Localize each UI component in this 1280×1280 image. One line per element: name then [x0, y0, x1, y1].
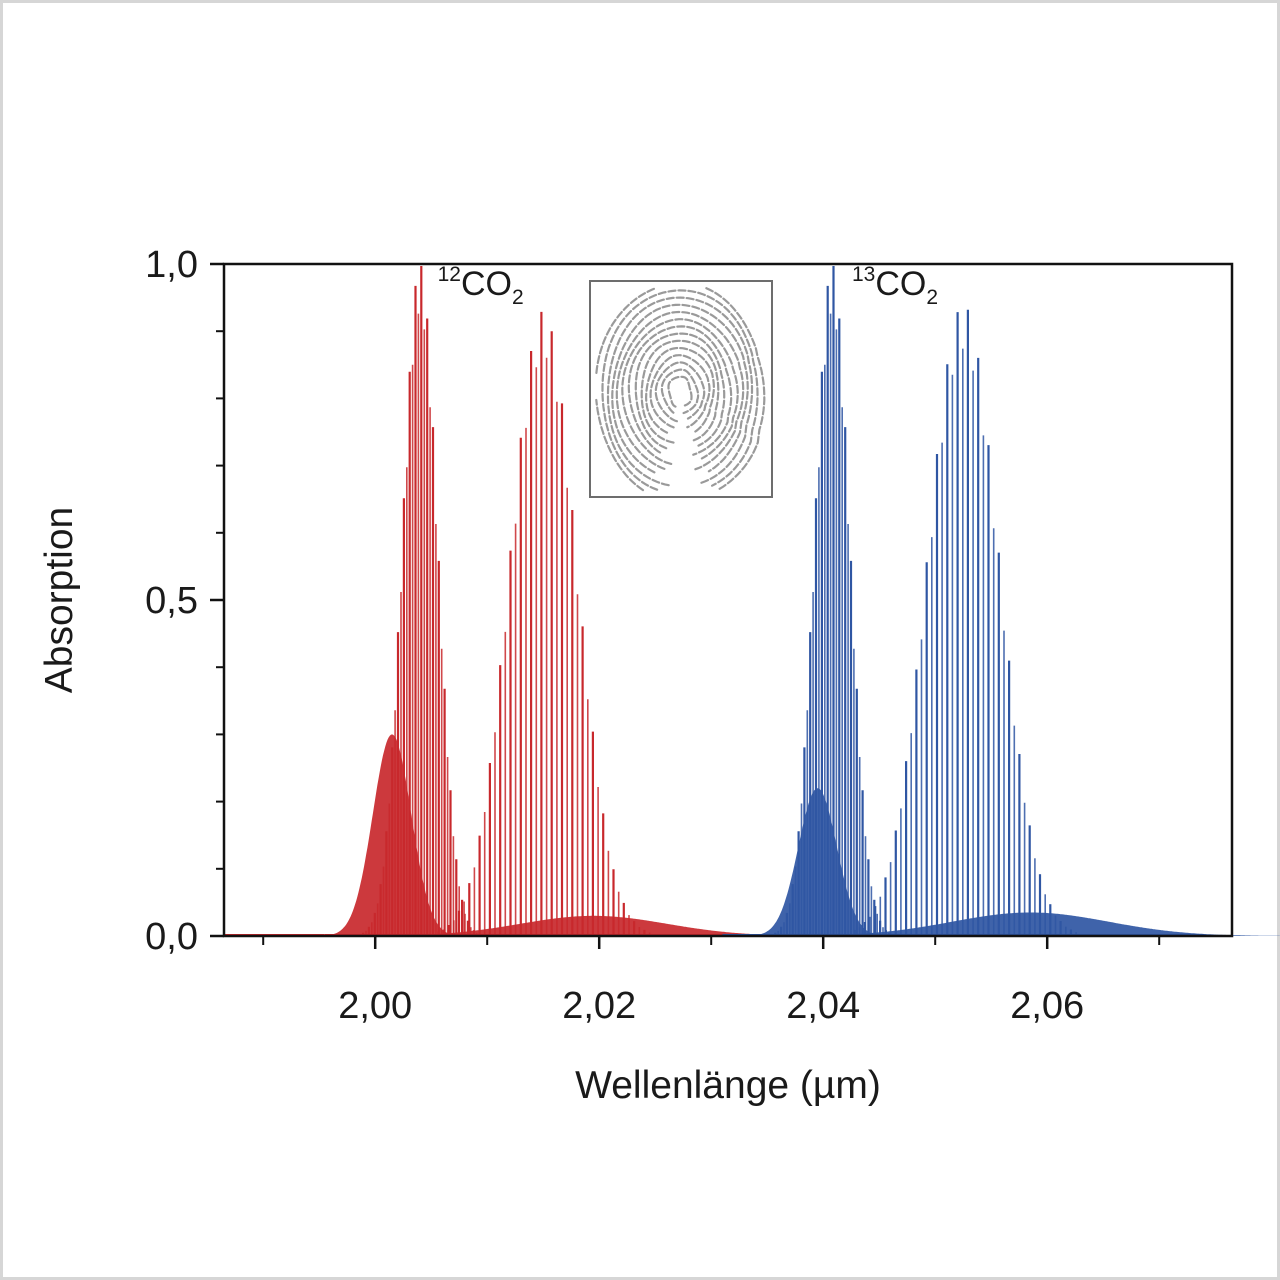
- x-tick-label: 2,04: [786, 985, 860, 1027]
- fingerprint-ridge: [611, 303, 749, 474]
- fingerprint-ridge: [644, 346, 716, 434]
- y-axis-ticks: 0,0 0,5 1,0: [145, 244, 224, 958]
- band-shoulder: [476, 912, 1280, 936]
- annotation-subscript: 2: [926, 286, 938, 309]
- annotation-formula: CO: [875, 265, 926, 303]
- fingerprint-ridge: [654, 361, 706, 423]
- series-13CO2: [476, 266, 1280, 936]
- annotation-mass-number: 13: [852, 263, 875, 286]
- fingerprint-ridge: [667, 375, 693, 408]
- x-tick-label: 2,00: [338, 985, 412, 1027]
- x-tick-label: 2,02: [562, 985, 636, 1027]
- fingerprint-ridge: [606, 296, 754, 487]
- y-axis-label: Absorption: [38, 507, 81, 693]
- band-shoulder: [682, 788, 954, 936]
- fingerprint-ridge: [615, 310, 745, 471]
- fingerprint-ridge: [627, 325, 733, 456]
- annotation-subscript: 2: [512, 286, 524, 309]
- y-tick-label: 0,0: [145, 916, 198, 958]
- fingerprint-ridge: [640, 339, 720, 444]
- y-tick-label: 1,0: [145, 244, 198, 286]
- fingerprint-ridge: [621, 318, 739, 465]
- y-tick-label: 0,5: [145, 580, 198, 622]
- fingerprint-icon: [595, 286, 766, 492]
- annotation-formula: CO: [461, 265, 512, 303]
- annotation-co2-12: 12CO2: [438, 263, 524, 309]
- annotation-co2-13: 13CO2: [852, 263, 938, 309]
- fingerprint-ridge: [634, 332, 726, 450]
- fingerprint-inset: [589, 280, 773, 498]
- fingerprint-ridge: [595, 286, 766, 492]
- annotation-mass-number: 12: [438, 263, 461, 286]
- spectrum-series-layer: [76, 266, 1280, 936]
- x-axis-ticks: 2,00 2,02 2,04 2,06: [262, 936, 1161, 1027]
- fingerprint-ridge: [660, 368, 700, 415]
- fingerprint-ridge: [649, 354, 711, 429]
- x-tick-label: 2,06: [1010, 985, 1084, 1027]
- x-axis-label: Wellenlänge (µm): [575, 1064, 881, 1107]
- fingerprint-ridge: [601, 289, 759, 491]
